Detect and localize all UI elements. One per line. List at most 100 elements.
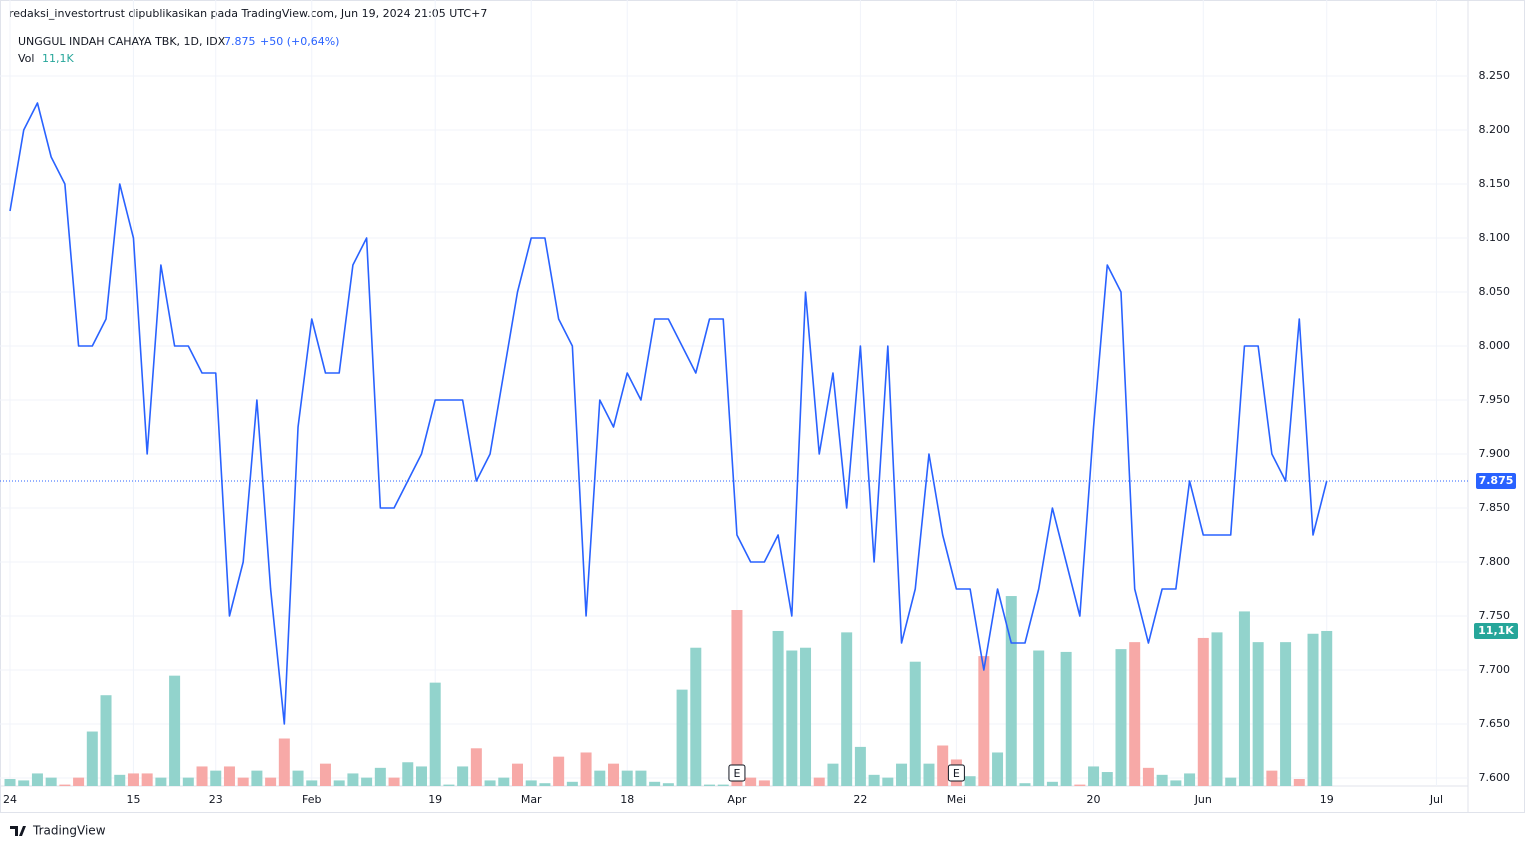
volume-bar — [1293, 779, 1305, 786]
volume-bar — [662, 783, 674, 786]
volume-bar — [31, 773, 43, 786]
y-tick-label: 8.100 — [1479, 231, 1511, 244]
volume-bar — [1060, 651, 1072, 786]
volume-bar — [882, 777, 894, 786]
event-box — [947, 764, 965, 782]
volume-bar — [1101, 772, 1113, 786]
legend-symbol: UNGGUL INDAH CAHAYA TBK, 1D, IDX — [18, 35, 226, 48]
volume-bar — [786, 650, 798, 786]
x-tick-label: Mar — [521, 793, 542, 806]
volume-bar — [800, 647, 812, 786]
volume-bar — [237, 777, 249, 786]
volume-bar — [1088, 766, 1100, 786]
x-tick-label: 23 — [209, 793, 223, 806]
volume-bar — [265, 777, 277, 786]
frame — [0, 0, 1525, 813]
x-tick-label: 18 — [620, 793, 634, 806]
y-tick-label: 8.050 — [1479, 285, 1511, 298]
x-tick-label: Mei — [947, 793, 966, 806]
volume-bar — [306, 780, 318, 786]
volume-bar — [758, 780, 770, 786]
y-tick-label: 8.250 — [1479, 69, 1511, 82]
legend-change: +50 (+0,64%) — [260, 35, 339, 48]
volume-bar — [635, 770, 647, 786]
x-tick-label: Jun — [1194, 793, 1212, 806]
volume-bar — [1115, 649, 1127, 786]
volume-bar — [1129, 642, 1141, 786]
volume-bar — [909, 661, 921, 786]
volume-label: 11,1K — [1478, 624, 1514, 637]
volume-bar — [361, 777, 373, 786]
volume-bar — [525, 780, 537, 786]
volume-bar — [374, 767, 386, 786]
volume-bar — [854, 746, 866, 786]
y-tick-label: 7.800 — [1479, 555, 1511, 568]
volume-bar — [896, 763, 908, 786]
volume-bar — [566, 781, 578, 786]
volume-bar — [1170, 780, 1182, 786]
volume-bar — [1266, 770, 1278, 786]
volume-bar — [278, 738, 290, 786]
volume-bar — [594, 770, 606, 786]
y-tick-label: 8.000 — [1479, 339, 1511, 352]
footer: TradingView — [32, 824, 106, 838]
y-tick-label: 7.950 — [1479, 393, 1511, 406]
x-tick-label: 15 — [126, 793, 140, 806]
volume-bar — [4, 779, 16, 786]
y-tick-label: 7.700 — [1479, 663, 1511, 676]
y-tick-label: 7.600 — [1479, 771, 1511, 784]
volume-bar — [127, 773, 139, 786]
y-tick-label: 7.900 — [1479, 447, 1511, 460]
event-box — [728, 764, 746, 782]
volume-bar — [868, 774, 880, 786]
volume-bar — [292, 770, 304, 786]
logo-icon — [10, 826, 26, 836]
volume-bar — [1019, 783, 1031, 786]
volume-bar — [992, 752, 1004, 786]
volume-bar — [333, 780, 345, 786]
volume-bar — [717, 784, 729, 786]
x-tick-label: Apr — [727, 793, 747, 806]
y-tick-label: 7.750 — [1479, 609, 1511, 622]
volume-bar — [1307, 633, 1319, 786]
x-tick-label: Feb — [302, 793, 321, 806]
x-tick-label: Jul — [1429, 793, 1443, 806]
volume-bar — [745, 777, 757, 786]
price-label: 7.875 — [1479, 474, 1514, 487]
volume-bar — [210, 770, 222, 786]
y-tick-label: 8.150 — [1479, 177, 1511, 190]
volume-bar — [1184, 773, 1196, 786]
volume-bar — [1046, 781, 1058, 786]
volume-bar — [484, 780, 496, 786]
volume-bar — [155, 777, 167, 786]
volume-bar — [182, 777, 194, 786]
volume-bar — [402, 762, 414, 786]
volume-bar — [443, 784, 455, 786]
volume-bar — [457, 766, 469, 786]
volume-bar — [704, 784, 716, 786]
y-tick-label: 7.650 — [1479, 717, 1511, 730]
volume-bar — [511, 763, 523, 786]
volume-bar — [608, 763, 620, 786]
volume-bar — [813, 777, 825, 786]
volume-bar — [429, 682, 441, 786]
volume-bar — [621, 770, 633, 786]
volume-bar — [937, 745, 949, 786]
footer-logo: TradingView — [10, 824, 106, 838]
volume-bar — [1211, 632, 1223, 786]
legend-vol: Vol — [18, 52, 34, 65]
y-tick-label: 8.200 — [1479, 123, 1511, 136]
plot — [0, 0, 1468, 786]
volume-bar — [964, 776, 976, 786]
volume-bar — [1225, 777, 1237, 786]
volume-bar — [580, 752, 592, 786]
volume-bar — [86, 731, 98, 786]
volume-bar — [73, 777, 85, 786]
y-tick-label: 7.850 — [1479, 501, 1511, 514]
volume-bar — [18, 780, 30, 786]
volume-bar — [319, 763, 331, 786]
volume-bar — [731, 610, 743, 786]
volume-label-box — [1474, 622, 1518, 639]
